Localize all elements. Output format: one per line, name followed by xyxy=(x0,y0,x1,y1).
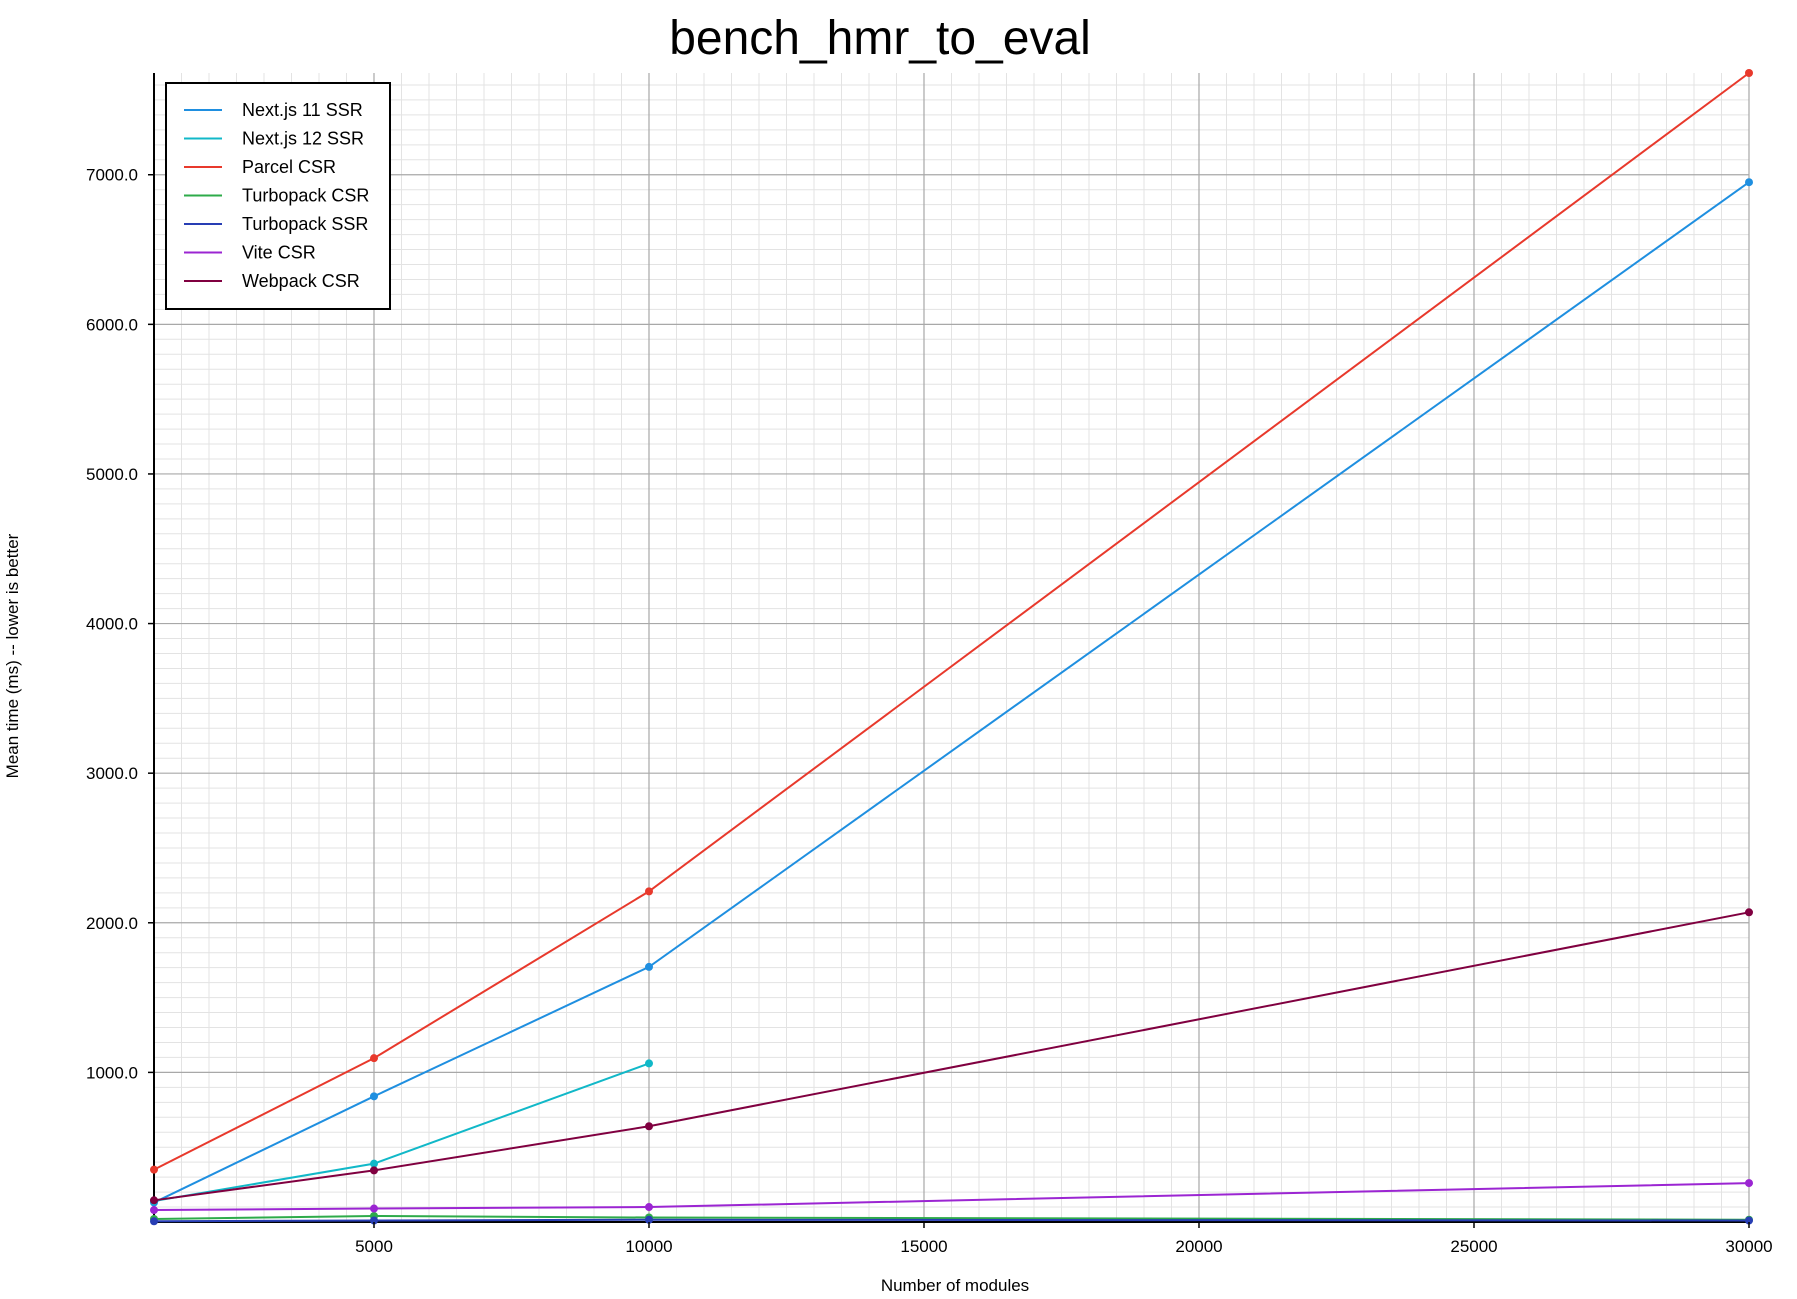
axes xyxy=(153,73,1749,1223)
data-point xyxy=(150,1165,158,1174)
data-point xyxy=(645,1059,653,1068)
y-tick-label: 1000.0 xyxy=(86,1063,138,1082)
data-point xyxy=(370,1092,378,1101)
series-vite-csr xyxy=(150,1179,1753,1215)
data-point xyxy=(370,1216,378,1225)
x-axis-label: Number of modules xyxy=(881,1276,1029,1295)
legend-entry: Next.js 12 SSR xyxy=(242,129,364,149)
legend-entry: Vite CSR xyxy=(242,243,316,263)
x-tick-labels: 5000 10000 15000 20000 25000 30000 xyxy=(355,1222,1773,1256)
grid xyxy=(154,73,1750,1222)
data-point xyxy=(150,1206,158,1215)
series-line xyxy=(153,181,1750,1204)
legend-entry: Turbopack CSR xyxy=(242,186,369,206)
data-point xyxy=(1745,178,1753,187)
series-line xyxy=(153,1218,1750,1223)
data-point xyxy=(370,1159,378,1168)
data-point xyxy=(370,1204,378,1213)
series-webpack-csr xyxy=(150,908,1753,1205)
series-line xyxy=(153,72,1750,1171)
series-line xyxy=(153,911,1750,1202)
y-tick-label: 4000.0 xyxy=(86,615,138,634)
y-tick-label: 2000.0 xyxy=(86,914,138,933)
legend-entry: Webpack CSR xyxy=(242,271,360,291)
x-tick-label: 30000 xyxy=(1725,1237,1772,1256)
series-line xyxy=(153,1215,1750,1221)
legend: Next.js 11 SSR Next.js 12 SSR Parcel CSR Tu… xyxy=(165,82,391,310)
y-axis-label: Mean time (ms) -- lower is better xyxy=(3,533,22,778)
data-point xyxy=(1745,69,1753,77)
data-point xyxy=(645,1203,653,1212)
data-point xyxy=(645,962,653,971)
x-tick-label: 5000 xyxy=(355,1237,393,1256)
chart-title: bench_hmr_to_eval xyxy=(669,12,1091,65)
y-tick-label: 7000.0 xyxy=(86,166,138,185)
data-point xyxy=(1745,1179,1753,1188)
data-point xyxy=(370,1054,378,1063)
data-point xyxy=(1745,908,1753,917)
y-tick-label: 3000.0 xyxy=(86,764,138,783)
data-point xyxy=(645,887,653,896)
data-point xyxy=(645,1122,653,1131)
legend-entry: Next.js 11 SSR xyxy=(242,100,363,120)
data-point xyxy=(150,1217,158,1226)
x-tick-label: 25000 xyxy=(1450,1237,1497,1256)
y-tick-labels: 1000.0 2000.0 3000.0 4000.0 5000.0 6000.0 7000… xyxy=(86,166,154,1082)
y-tick-label: 5000.0 xyxy=(86,465,138,484)
data-point xyxy=(1745,1216,1753,1225)
y-tick-label: 6000.0 xyxy=(86,315,138,334)
x-tick-label: 20000 xyxy=(1175,1237,1222,1256)
x-tick-label: 10000 xyxy=(625,1237,672,1256)
series-turbopack-ssr xyxy=(150,1215,1753,1226)
series-line xyxy=(153,1182,1750,1212)
x-tick-label: 15000 xyxy=(900,1237,947,1256)
series-parcel-csr xyxy=(150,69,1753,1174)
data-point xyxy=(645,1215,653,1224)
data-point xyxy=(150,1196,158,1205)
legend-entry: Turbopack SSR xyxy=(242,214,368,234)
legend-entry: Parcel CSR xyxy=(242,157,336,177)
data-point xyxy=(370,1166,378,1175)
series-lines xyxy=(150,69,1753,1226)
